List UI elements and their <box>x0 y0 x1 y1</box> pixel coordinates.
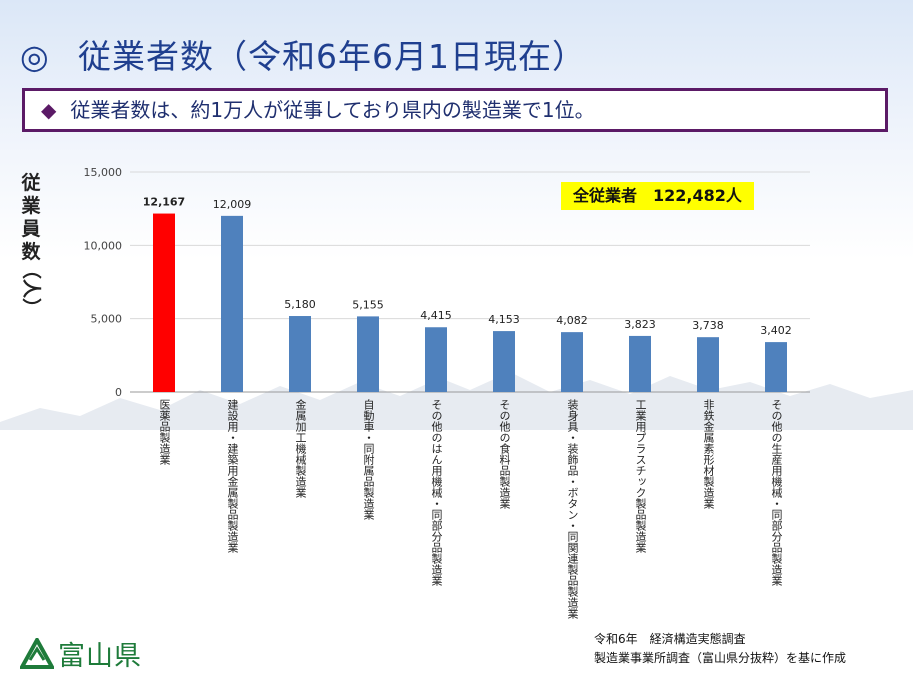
category-label: その他の生産用機械・同部分品製造業 <box>770 399 783 586</box>
category-label: 工業用プラスチック製品製造業 <box>634 399 647 553</box>
data-label: 3,823 <box>624 318 656 331</box>
bar <box>561 332 583 392</box>
bar <box>289 316 311 392</box>
prefecture-logo: 富山県 <box>18 634 142 672</box>
bar <box>221 215 243 392</box>
bar <box>153 213 175 392</box>
y-axis-label-char: 数 <box>21 241 41 263</box>
toyama-prefecture-emblem-icon <box>18 635 56 669</box>
data-label: 12,167 <box>143 196 185 209</box>
data-label: 5,180 <box>284 298 316 311</box>
data-label: 4,153 <box>488 313 520 326</box>
bar <box>765 342 787 392</box>
source-note: 令和6年 経済構造実態調査 製造業事業所調査（富山県分抜粋）を基に作成 <box>594 630 846 668</box>
bar <box>697 337 719 392</box>
y-axis-label-char: 従 <box>21 172 41 194</box>
data-label: 3,738 <box>692 319 724 332</box>
category-label: その他の食料品製造業 <box>498 399 511 509</box>
category-label: その他のはん用機械・同部分品製造業 <box>430 399 443 586</box>
title-text: 従業者数（令和6年6月1日現在） <box>78 37 586 76</box>
data-label: 5,155 <box>352 298 384 311</box>
y-tick-label: 10,000 <box>84 239 123 252</box>
y-tick-label: 0 <box>115 386 122 399</box>
category-label: 金属加工機械製造業 <box>294 399 307 498</box>
category-label: 自動車・同附属品製造業 <box>362 399 375 520</box>
category-label: 非鉄金属素形材製造業 <box>702 399 715 509</box>
double-circle-icon: ◎ <box>20 37 50 76</box>
data-label: 4,082 <box>556 314 588 327</box>
category-label: 装身具・装飾品・ボタン・同関連製品製造業 <box>566 399 579 619</box>
bar <box>493 331 515 392</box>
y-axis-label-char: 員 <box>21 218 41 240</box>
source-line-2: 製造業事業所調査（富山県分抜粋）を基に作成 <box>594 651 847 665</box>
category-label: 医薬品製造業 <box>158 399 171 465</box>
category-label: 建設用・建築用金属製品製造業 <box>226 399 239 553</box>
y-tick-label: 15,000 <box>84 166 123 179</box>
data-label: 12,009 <box>213 198 252 211</box>
bar <box>357 316 379 392</box>
y-tick-label: 5,000 <box>91 313 123 326</box>
summary-banner: ◆ 従業者数は、約1万人が従事しており県内の製造業で1位。 <box>22 88 888 132</box>
data-label: 3,402 <box>760 324 792 337</box>
data-label: 4,415 <box>420 309 452 322</box>
y-axis-label-char: 業 <box>21 195 41 217</box>
total-employees-box: 全従業者 122,482人 <box>561 182 754 210</box>
summary-text: 従業者数は、約1万人が従事しており県内の製造業で1位。 <box>70 98 595 122</box>
logo-text: 富山県 <box>58 641 142 672</box>
page-title: ◎ 従業者数（令和6年6月1日現在） <box>20 30 586 78</box>
bar <box>425 327 447 392</box>
diamond-bullet-icon: ◆ <box>41 98 57 122</box>
bar <box>629 335 651 392</box>
source-line-1: 令和6年 経済構造実態調査 <box>594 632 746 646</box>
y-axis-label: 従 業 員 数 （人） <box>18 172 44 317</box>
mountain-silhouette <box>0 372 913 430</box>
